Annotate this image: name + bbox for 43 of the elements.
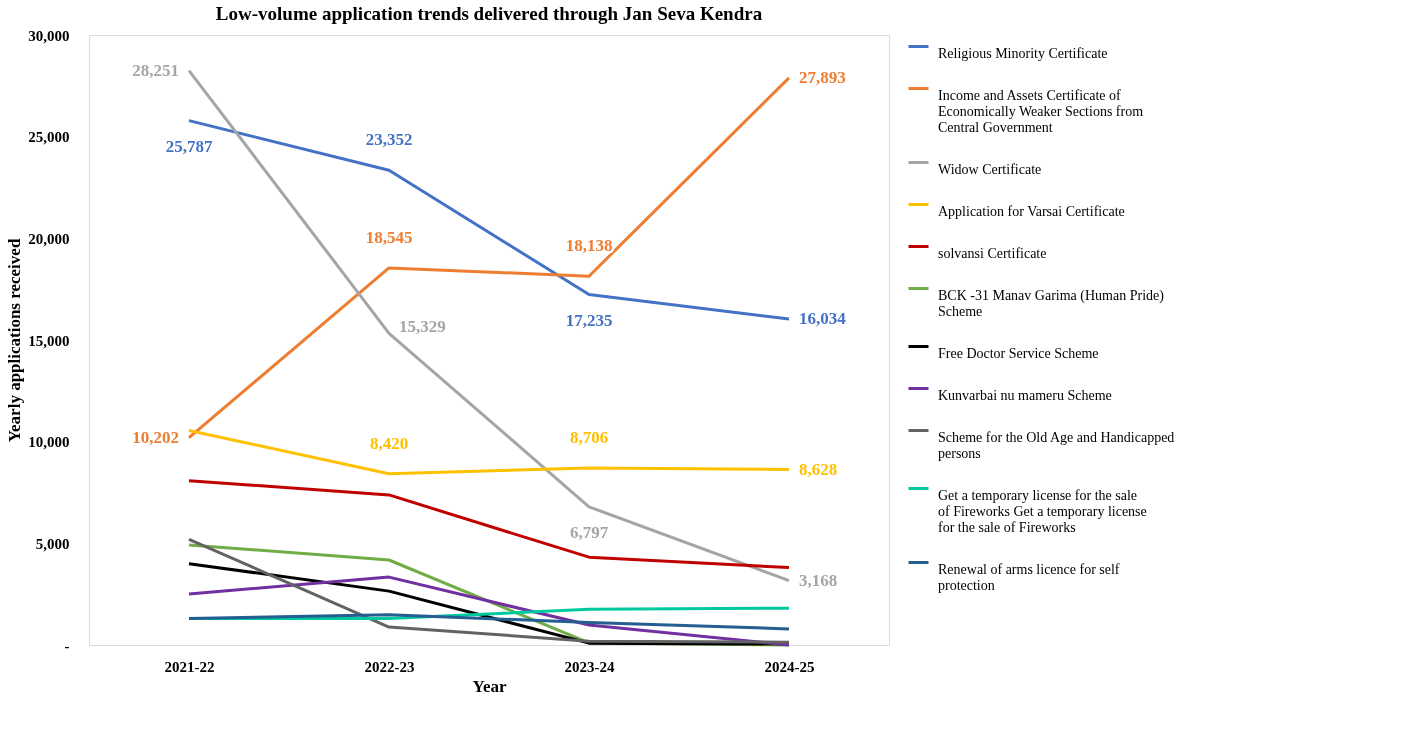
legend-label: Religious Minority Certificate [938,45,1108,61]
x-tick-label: 2023-24 [564,658,615,675]
legend-label: Widow Certificate [938,161,1042,177]
y-tick-label: 15,000 [28,332,70,349]
data-label: 8,628 [799,459,838,479]
data-label: 17,235 [565,310,613,330]
legend-label: Get a temporary license for the sale of Fireworks Get a temporary license for the sale of Fireworks [938,487,1147,535]
legend-label: Free Doctor Service Scheme [938,345,1099,361]
legend-label: solvansi Certificate [938,245,1047,261]
data-label: 27,893 [799,67,846,87]
y-tick-label: 30,000 [28,27,70,44]
data-label: 16,034 [799,308,847,328]
y-tick-label: 20,000 [28,230,70,247]
line-series [187,479,791,570]
y-axis-title: Yearly applications received [5,238,25,443]
legend-label: BCK -31 Manav Garima (Human Pride) Scheme [938,287,1165,319]
data-label: 18,545 [365,227,413,247]
data-label: 6,797 [569,522,609,542]
y-tick-label: - [64,637,70,654]
x-tick-label: 2024-25 [764,658,815,675]
legend-label: Renewal of arms licence for self protection [938,561,1120,593]
legend-label: Scheme for the Old Age and Handicapped persons [938,429,1175,461]
legend-label: Income and Assets Certificate of Economically Weaker Sections from Central Government [938,87,1144,135]
data-label: 10,202 [132,427,179,447]
data-label: 18,138 [565,236,613,256]
data-label: 15,329 [399,317,446,337]
data-label: 25,787 [165,136,213,156]
line-series [187,613,791,631]
legend-label: Application for Varsai Certificate [938,203,1125,219]
x-axis-title: Year [472,676,507,696]
line-series [187,428,791,476]
data-label: 3,168 [799,570,838,590]
chart-title: Low-volume application trends delivered through Jan Seva Kendra [215,3,763,24]
y-tick-label: 5,000 [35,535,70,552]
y-tick-label: 10,000 [28,434,70,451]
data-label: 8,420 [369,433,409,453]
data-label: 8,706 [569,427,609,447]
x-tick-label: 2022-23 [364,658,415,675]
legend-label: Kunvarbai nu mameru Scheme [938,387,1112,403]
y-tick-label: 25,000 [28,129,70,146]
data-label: 23,352 [365,130,413,150]
x-tick-label: 2021-22 [164,658,215,675]
data-label: 28,251 [132,60,179,80]
